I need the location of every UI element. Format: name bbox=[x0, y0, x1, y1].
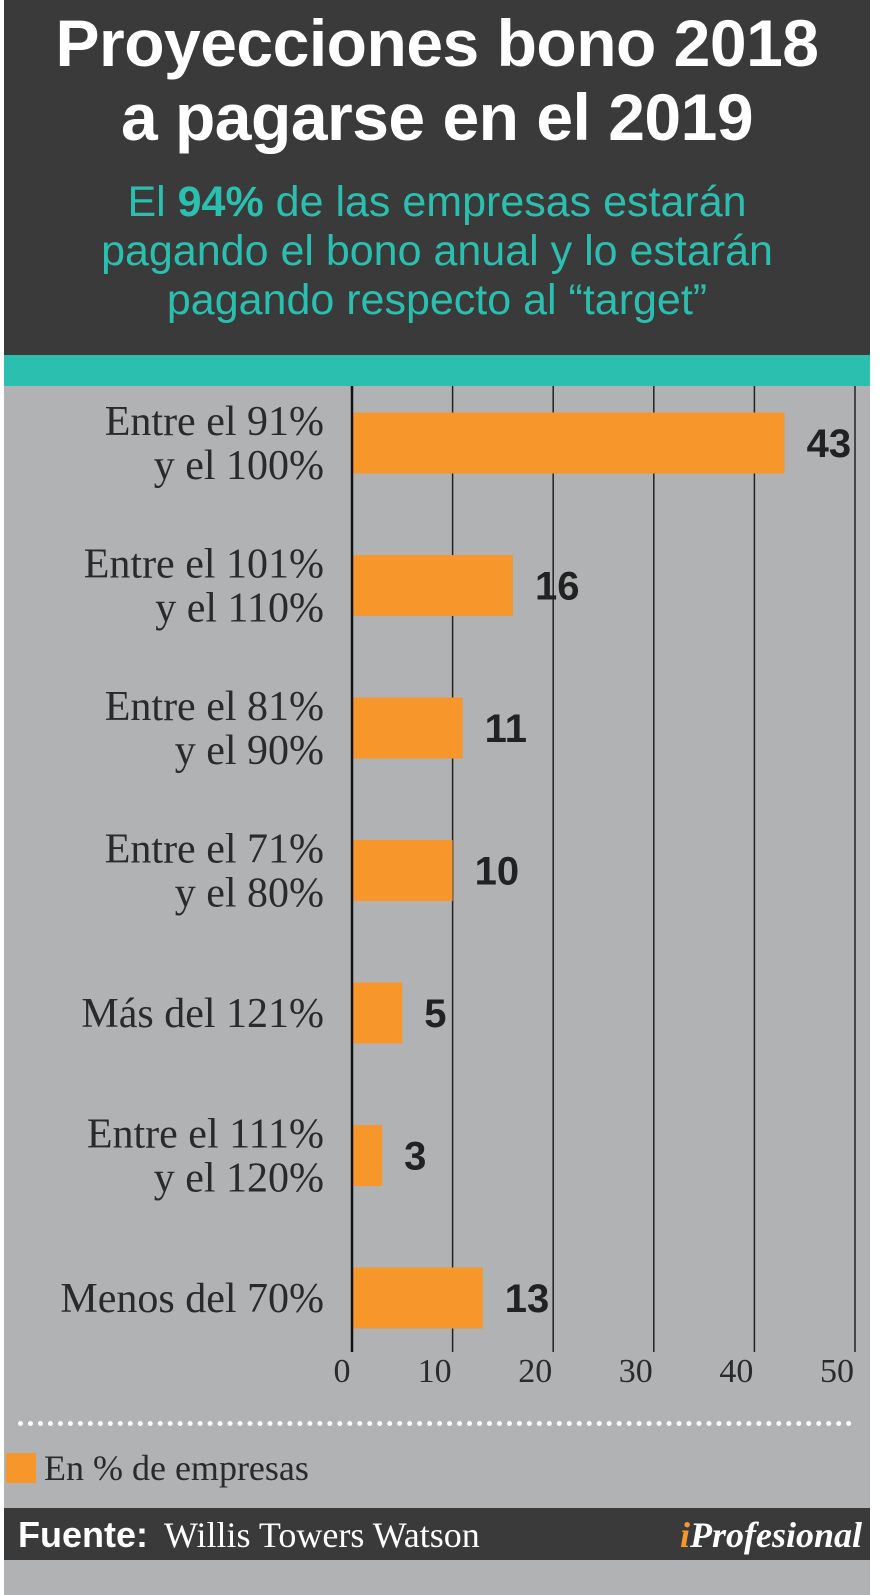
category-label-1-1: y el 110% bbox=[155, 586, 324, 632]
value-label-1: 16 bbox=[535, 565, 580, 609]
category-label-0-1: y el 100% bbox=[154, 443, 324, 489]
category-label-6-0: Menos del 70% bbox=[60, 1276, 324, 1322]
x-tick-label-50: 50 bbox=[820, 1353, 854, 1390]
bar-0 bbox=[352, 412, 785, 474]
category-label-0-0: Entre el 91% bbox=[105, 399, 324, 445]
legend-swatch bbox=[6, 1453, 36, 1483]
legend: En % de empresas bbox=[6, 1446, 309, 1490]
subtitle-line-3: pagando respecto al “target” bbox=[166, 276, 708, 324]
subtitle-highlight: 94% bbox=[177, 178, 264, 226]
title-line-2: a pagarse en el 2019 bbox=[120, 80, 754, 154]
x-tick-label-20: 20 bbox=[518, 1353, 552, 1390]
category-label-3-0: Entre el 71% bbox=[105, 827, 324, 873]
x-tick-label-40: 40 bbox=[719, 1353, 753, 1390]
category-label-5-0: Entre el 111% bbox=[87, 1112, 324, 1158]
category-label-5-1: y el 120% bbox=[154, 1156, 324, 1202]
header: Proyecciones bono 2018 a pagarse en el 2… bbox=[4, 0, 870, 355]
accent-divider bbox=[4, 355, 870, 386]
bar-5 bbox=[352, 1125, 383, 1186]
logo-i: i bbox=[679, 1515, 690, 1555]
footer: Fuente: Willis Towers Watson iProfesiona… bbox=[4, 1508, 870, 1560]
value-label-0: 43 bbox=[807, 422, 852, 466]
dotted-separator bbox=[18, 1421, 852, 1426]
x-tick-label-10: 10 bbox=[418, 1353, 452, 1390]
value-label-5: 3 bbox=[404, 1135, 426, 1179]
value-label-2: 11 bbox=[485, 707, 527, 751]
legend-label: En % de empresas bbox=[44, 1448, 309, 1488]
infographic-panel: Proyecciones bono 2018 a pagarse en el 2… bbox=[4, 0, 870, 1595]
category-label-1-0: Entre el 101% bbox=[84, 542, 324, 588]
bar-3 bbox=[352, 840, 453, 901]
category-label-3-1: y el 80% bbox=[175, 871, 324, 917]
category-label-2-1: y el 90% bbox=[175, 728, 324, 774]
subtitle-pre: El bbox=[127, 178, 178, 226]
category-label-4-0: Más del 121% bbox=[81, 991, 324, 1037]
value-label-6: 13 bbox=[505, 1277, 550, 1321]
bar-2 bbox=[352, 697, 463, 759]
subtitle-line-2: pagando el bono anual y lo estarán bbox=[101, 227, 773, 275]
value-label-3: 10 bbox=[475, 850, 519, 894]
source-key: Fuente: bbox=[18, 1514, 148, 1555]
chart-title: Proyecciones bono 2018 a pagarse en el 2… bbox=[4, 6, 870, 154]
brand-logo: iProfesional bbox=[680, 1514, 862, 1556]
logo-text: Profesional bbox=[689, 1515, 862, 1555]
chart-subtitle: El 94% de las empresas estarán pagando e… bbox=[4, 178, 870, 325]
x-tick-label-30: 30 bbox=[619, 1353, 653, 1390]
bar-1 bbox=[352, 555, 513, 616]
source-value: Willis Towers Watson bbox=[164, 1515, 480, 1555]
title-line-1: Proyecciones bono 2018 bbox=[55, 6, 820, 80]
bar-6 bbox=[352, 1267, 483, 1329]
subtitle-line-1: El 94% de las empresas estarán bbox=[4, 178, 870, 227]
subtitle-post: de las empresas estarán bbox=[263, 178, 747, 226]
x-tick-label-0: 0 bbox=[334, 1353, 351, 1390]
category-label-2-0: Entre el 81% bbox=[105, 684, 324, 730]
bar-4 bbox=[352, 982, 403, 1044]
value-label-4: 5 bbox=[424, 992, 446, 1036]
